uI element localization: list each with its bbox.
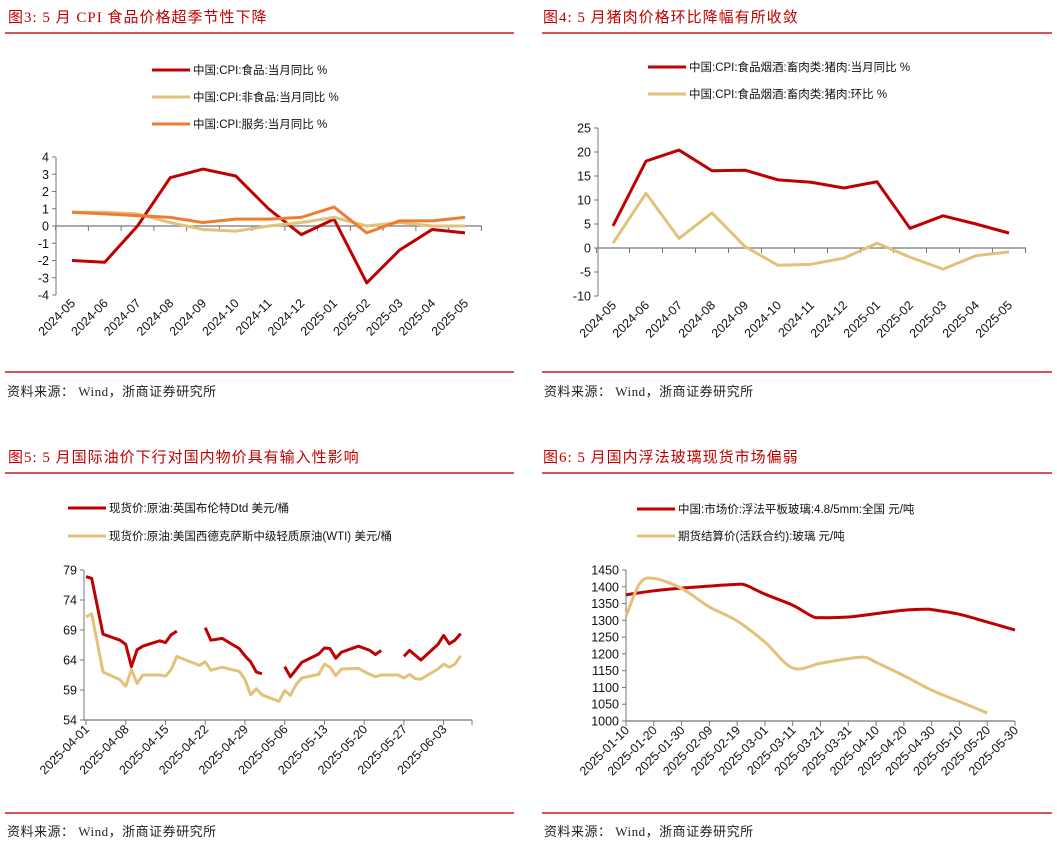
series-line [611,148,1010,235]
y-tick-label: 74 [63,594,77,608]
y-tick-label: 79 [63,564,77,578]
y-tick-label: -4 [38,289,49,303]
figure-6-title-rule [542,472,1052,474]
y-tick-label: 5 [584,218,591,232]
series-line [72,210,465,233]
figure-4-title-rule [542,32,1052,34]
legend-label: 中国:CPI:服务:当月同比 % [193,117,327,131]
y-tick-label: 0 [42,220,49,234]
figure-6-title: 图6: 5 月国内浮法玻璃现货市场偏弱 [543,450,799,466]
legend-label: 中国:CPI:食品烟酒:畜肉类:猪肉:环比 % [689,87,887,101]
series-line [203,626,263,676]
series-line [283,644,383,679]
y-tick-label: 10 [577,194,591,208]
figure-4-chart: 中国:CPI:食品烟酒:畜肉类:猪肉:当月同比 % 中国:CPI:食品烟酒:畜肉类… [573,60,1026,341]
series-line [71,167,466,285]
figure-3-source: 资料来源： Wind，浙商证券研究所 [7,384,217,399]
y-tick-label: 1200 [591,647,619,661]
legend-label: 中国:CPI:非食品:当月同比 % [193,90,339,104]
y-tick-label: 1150 [592,664,619,678]
figure-4-source-rule [542,371,1052,373]
legend-label: 中国:CPI:食品烟酒:畜肉类:猪肉:当月同比 % [689,60,910,74]
y-tick-label: 59 [63,684,77,698]
series-line [624,576,988,715]
figure-5-title-rule [5,472,514,474]
y-tick-label: 1 [42,202,49,216]
y-tick-label: 54 [63,714,77,728]
series-line [402,632,462,662]
y-tick-label: 2 [42,185,49,199]
legend-label: 中国:CPI:食品:当月同比 % [193,63,327,77]
legend-label: 期货结算价(活跃合约):玻璃 元/吨 [678,529,845,543]
figure-4-title: 图4: 5 月猪肉价格环比降幅有所收敛 [543,10,799,26]
figure-3-chart: 中国:CPI:食品:当月同比 % 中国:CPI:非食品:当月同比 % 中国:CPI:… [36,63,482,339]
y-tick-label: 1000 [591,715,619,729]
series-line [85,612,462,703]
y-tick-label: 4 [42,151,49,165]
figure-6-source: 资料来源： Wind，浙商证券研究所 [544,824,754,839]
figure-3-title: 图3: 5 月 CPI 食品价格超季节性下降 [8,10,268,26]
figure-4-source: 资料来源： Wind，浙商证券研究所 [544,384,754,399]
y-tick-label: -1 [38,237,49,251]
y-tick-label: -5 [580,266,591,280]
y-tick-label: 1100 [592,681,619,695]
series-line [85,575,178,669]
y-tick-label: 0 [584,242,591,256]
y-tick-label: 15 [577,170,591,184]
y-tick-label: 20 [577,146,591,160]
y-tick-label: 1450 [591,564,619,578]
y-tick-label: 3 [42,168,49,182]
y-tick-label: 25 [577,122,591,136]
y-tick-label: 1400 [591,580,619,594]
legend-label: 现货价:原油:英国布伦特Dtd 美元/桶 [109,501,289,515]
y-tick-label: 64 [63,654,77,668]
series-line [611,191,1010,271]
figure-5-chart: 现货价:原油:英国布伦特Dtd 美元/桶现货价:原油:美国西德克萨斯中级轻质原油… [37,501,473,777]
legend-label: 现货价:原油:美国西德克萨斯中级轻质原油(WTI) 美元/桶 [109,529,392,543]
y-tick-label: -2 [38,254,49,268]
figure-5-source-rule [5,812,514,814]
series-line [71,205,466,235]
y-tick-label: -3 [38,271,49,285]
y-tick-label: 1300 [591,614,619,628]
figure-6-source-rule [542,812,1052,814]
y-tick-label: 1050 [591,698,619,712]
legend-label: 中国:市场价:浮法平板玻璃:4.8/5mm:全国 元/吨 [678,502,915,516]
y-tick-label: 1350 [591,597,619,611]
y-tick-label: 69 [63,624,77,638]
series-line [625,582,1016,632]
figure-3-source-rule [5,371,514,373]
y-tick-label: 1250 [591,631,619,645]
figure-5-title: 图5: 5 月国际油价下行对国内物价具有输入性影响 [8,450,360,466]
y-tick-label: -10 [573,290,591,304]
figure-3-title-rule [5,32,514,34]
figure-5-source: 资料来源： Wind，浙商证券研究所 [7,824,217,839]
